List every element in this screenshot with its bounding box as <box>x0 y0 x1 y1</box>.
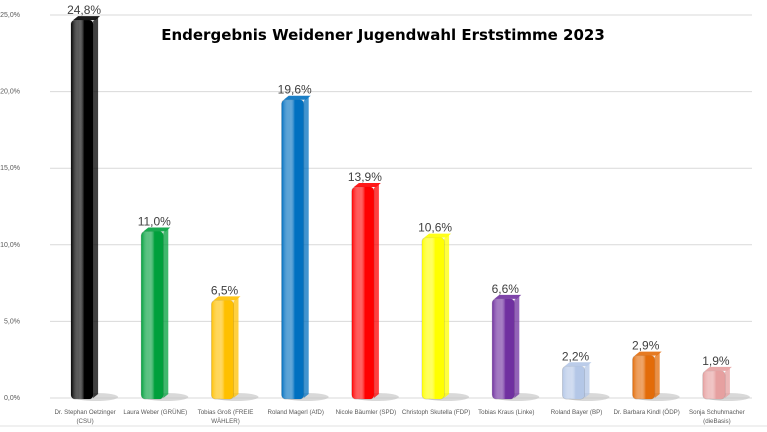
bar-highlight <box>351 187 374 399</box>
bar-side <box>514 295 520 398</box>
y-tick-label: 10,0% <box>0 242 20 249</box>
x-tick-label: Nicole Bäumler (SPD) <box>336 409 397 416</box>
bar-highlight <box>281 99 304 399</box>
bar-side <box>373 184 379 398</box>
x-tick-label: Dr. Barbara Kindl (ÖDP) <box>614 409 680 416</box>
data-label: 10,6% <box>418 221 452 235</box>
x-tick-label: Tobias Kraus (Linke) <box>478 409 534 416</box>
bar-top <box>213 296 241 301</box>
data-label: 2,9% <box>632 339 660 353</box>
bar-top <box>73 16 101 21</box>
data-label: 6,5% <box>211 283 239 297</box>
bar-top <box>634 351 662 356</box>
bar-highlight <box>632 355 655 399</box>
y-tick-label: 5,0% <box>4 318 20 325</box>
y-tick-label: 20,0% <box>0 89 20 96</box>
bar-top <box>283 95 311 100</box>
bar-side <box>444 234 450 398</box>
bar-side <box>163 228 169 398</box>
x-tick-label: Dr. Stephan Oetzinger <box>54 409 115 416</box>
data-label: 13,9% <box>348 170 382 184</box>
x-tick-label: Roland Bayer (BP) <box>551 409 603 416</box>
bar-side <box>654 352 660 398</box>
data-label: 24,8% <box>67 3 101 17</box>
bar-highlight <box>702 370 725 399</box>
bar-top <box>143 227 171 232</box>
bar-highlight <box>562 366 585 399</box>
bar-highlight <box>492 298 515 399</box>
chart-title: Endergebnis Weidener Jugendwahl Erststim… <box>161 26 605 44</box>
x-tick-label: Sonja Schuhmacher <box>689 409 745 416</box>
x-tick-label: WÄHLER) <box>211 418 240 425</box>
bar-highlight <box>422 237 445 399</box>
bar-side <box>233 297 239 398</box>
bar-side <box>303 96 309 398</box>
bar-top <box>704 366 732 371</box>
x-tick-label: (CSU) <box>77 418 94 425</box>
bar-side <box>93 17 99 399</box>
x-tick-label: Laura Weber (GRÜNE) <box>123 409 187 416</box>
y-tick-label: 0,0% <box>4 395 20 402</box>
data-label: 2,2% <box>562 349 590 363</box>
x-tick-label: Christoph Skutella (FDP) <box>402 409 470 416</box>
bar-top <box>424 233 452 238</box>
y-tick-label: 25,0% <box>0 12 20 19</box>
bar-top <box>564 362 592 367</box>
data-label: 1,9% <box>702 354 730 368</box>
bar-side <box>724 367 730 398</box>
bar-side <box>584 363 590 398</box>
bar-highlight <box>141 231 164 399</box>
y-tick-label: 15,0% <box>0 165 20 172</box>
data-label: 11,0% <box>138 214 171 228</box>
x-tick-label: Tobias Groß (FREIE <box>198 409 254 416</box>
x-tick-label: (dieBasis) <box>703 418 731 425</box>
bar-top <box>494 294 522 299</box>
bar-highlight <box>71 20 94 400</box>
x-tick-label: Roland Magerl (AfD) <box>267 409 323 416</box>
data-label: 6,6% <box>492 282 520 296</box>
bar-top <box>353 183 381 188</box>
bar-highlight <box>211 300 234 399</box>
data-label: 19,6% <box>278 83 312 97</box>
